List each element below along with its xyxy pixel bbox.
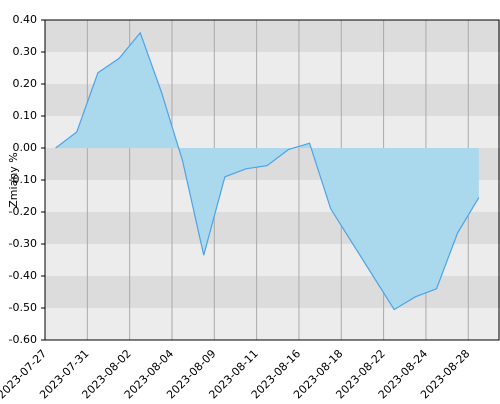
- area: [55, 32, 479, 310]
- y-tick-label: 0.00: [13, 141, 38, 154]
- y-tick-label: -0.20: [9, 205, 37, 218]
- y-axis-label: Zmiany %: [7, 152, 20, 207]
- y-tick-label: 0.20: [13, 77, 38, 90]
- y-tick-label: 0.10: [13, 109, 38, 122]
- plot-border: [44, 19, 500, 341]
- y-tick-label: -0.50: [9, 301, 37, 314]
- y-tick-label: -0.60: [9, 333, 37, 346]
- y-tick-label: 0.30: [13, 45, 38, 58]
- y-tick-label: -0.40: [9, 269, 37, 282]
- y-tick-label: 0.40: [13, 13, 38, 26]
- y-tick-label: -0.10: [9, 173, 37, 186]
- y-tick-label: -0.30: [9, 237, 37, 250]
- band: [45, 308, 500, 340]
- line: [55, 31, 480, 311]
- band: [45, 20, 500, 52]
